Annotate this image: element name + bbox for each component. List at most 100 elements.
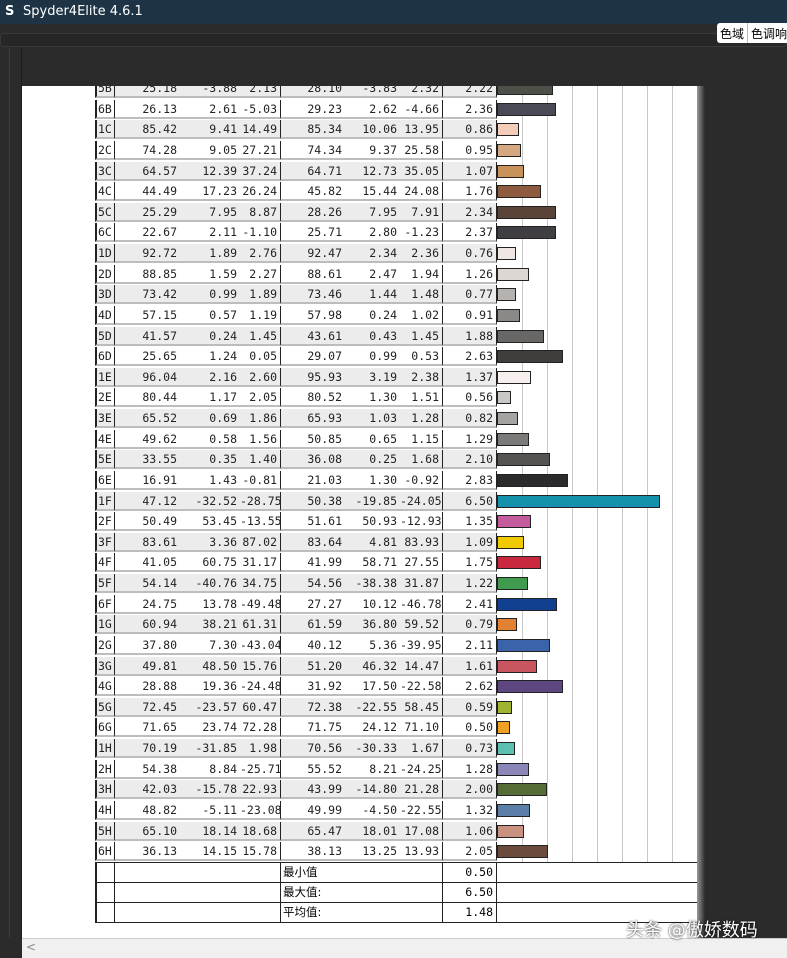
summary-label: 平均值: — [281, 903, 443, 922]
cell-b2: 2.32 — [400, 86, 443, 98]
table-row: 6E 16.91 1.43 -0.81 21.03 1.30 -0.92 2.83 — [95, 470, 697, 492]
report-viewport[interactable]: 5B 25.18 -3.88 2.13 28.10 -3.83 2.32 2.22 6B 26.1… — [22, 86, 787, 938]
cell-a1: -40.76 — [180, 574, 240, 593]
cell-a1: 9.05 — [180, 141, 240, 160]
table-row: 5B 25.18 -3.88 2.13 28.10 -3.83 2.32 2.22 — [95, 86, 697, 100]
cell-l2: 29.23 — [281, 100, 345, 119]
cell-l2: 72.38 — [281, 697, 345, 717]
grid-line — [672, 697, 673, 719]
grid-line — [522, 140, 523, 162]
delta-e-bar — [497, 597, 558, 611]
bar-cell — [497, 718, 697, 739]
table-row: 3E 65.52 0.69 1.86 65.93 1.03 1.28 0.82 — [95, 409, 697, 430]
cell-b1: 0.05 — [240, 347, 281, 367]
cell-l1: 72.45 — [115, 697, 180, 717]
grid-line — [672, 285, 673, 306]
cell-b2: 71.10 — [400, 718, 443, 738]
cell-a2: 0.25 — [345, 450, 400, 470]
cell-l1: 49.81 — [115, 656, 180, 676]
grid-line — [572, 842, 573, 863]
grid-line — [572, 635, 573, 657]
cell-b1: 1.19 — [240, 305, 281, 325]
cell-a2: -4.50 — [345, 801, 400, 820]
grid-line — [572, 821, 573, 843]
cell-id: 5F — [95, 574, 115, 593]
grid-line — [647, 388, 648, 409]
delta-e-bar — [497, 288, 517, 302]
cell-de: 2.41 — [443, 594, 497, 614]
grid-line — [522, 409, 523, 430]
grid-line — [647, 470, 648, 492]
cell-id: 4F — [95, 553, 115, 573]
scroll-left-icon[interactable]: < — [26, 940, 37, 954]
grid-line — [672, 182, 673, 203]
grid-line — [572, 594, 573, 616]
cell-b1: -13.55 — [240, 512, 282, 532]
grid-line — [597, 800, 598, 822]
grid-line — [597, 450, 598, 471]
grid-line — [672, 99, 673, 121]
cell-a2: 36.80 — [345, 615, 400, 635]
cell-de: 1.26 — [443, 264, 497, 284]
grid-line — [572, 244, 573, 265]
table-row: 5H 65.10 18.14 18.68 65.47 18.01 17.08 1.06 — [95, 821, 697, 843]
delta-e-bar — [497, 535, 525, 549]
cell-a2: 9.37 — [345, 141, 400, 160]
grid-line — [647, 244, 648, 265]
cell-l1: 22.67 — [115, 223, 180, 243]
bar-cell — [497, 326, 697, 348]
grid-line — [597, 697, 598, 719]
cell-l2: 65.93 — [281, 409, 345, 428]
grid-line — [672, 512, 673, 533]
divider — [9, 48, 10, 938]
cell-a1: 13.78 — [180, 595, 240, 614]
grid-line — [647, 264, 648, 286]
delta-e-bar — [497, 391, 511, 405]
delta-e-bar — [497, 432, 530, 446]
cell-l1: 42.03 — [115, 780, 180, 800]
horizontal-scrollbar[interactable]: < — [22, 938, 787, 958]
delta-e-bar — [497, 185, 541, 199]
cell-l1: 44.49 — [115, 182, 180, 202]
cell-a1: 1.89 — [180, 244, 240, 263]
cell-a2: 50.93 — [345, 512, 400, 532]
cell-b2: 1.68 — [400, 450, 443, 470]
grid-line — [622, 842, 623, 863]
tab-tone-response[interactable]: 色调响 — [748, 23, 787, 43]
grid-line — [647, 86, 648, 100]
delta-e-bar — [497, 803, 530, 817]
cell-de: 2.36 — [443, 99, 497, 119]
table-row: 2H 54.38 8.84 -25.71 55.52 8.21 -24.25 1.28 — [95, 759, 697, 781]
grid-line — [672, 429, 673, 451]
cell-l2: 71.75 — [281, 718, 345, 738]
cell-b2: -1.23 — [400, 223, 443, 243]
cell-id: 1H — [95, 739, 115, 758]
cell-a2: 0.65 — [345, 430, 400, 449]
report-page: 5B 25.18 -3.88 2.13 28.10 -3.83 2.32 2.22 6B 26.1… — [22, 86, 697, 938]
cell-id: 4E — [95, 429, 115, 449]
grid-line — [672, 491, 673, 513]
empty-cell — [95, 883, 115, 902]
bar-cell — [497, 470, 697, 492]
bar-cell — [497, 388, 697, 409]
watermark: 头条 @傲娇数码 — [626, 920, 758, 941]
grid-line — [547, 697, 548, 719]
cell-a1: 48.50 — [180, 656, 240, 676]
cell-de: 6.50 — [443, 491, 497, 511]
cell-b1: 14.49 — [240, 120, 281, 140]
cell-l1: 47.12 — [115, 491, 180, 511]
grid-line — [672, 532, 673, 554]
cell-a2: 1.30 — [345, 471, 400, 490]
cell-b2: 24.08 — [400, 182, 443, 202]
cell-b2: 1.45 — [400, 326, 443, 346]
tab-gamut[interactable]: 色域 — [717, 23, 749, 43]
grid-line — [672, 367, 673, 389]
cell-de: 0.95 — [443, 140, 497, 160]
cell-a1: 0.69 — [180, 409, 240, 428]
table-row: 4E 49.62 0.58 1.56 50.85 0.65 1.15 1.29 — [95, 429, 697, 451]
cell-id: 4D — [95, 305, 115, 325]
delta-e-bar — [497, 515, 531, 529]
grid-line — [547, 285, 548, 306]
cell-b2: 13.93 — [400, 842, 443, 862]
table-row: 4C 44.49 17.23 26.24 45.82 15.44 24.08 1.76 — [95, 182, 697, 203]
